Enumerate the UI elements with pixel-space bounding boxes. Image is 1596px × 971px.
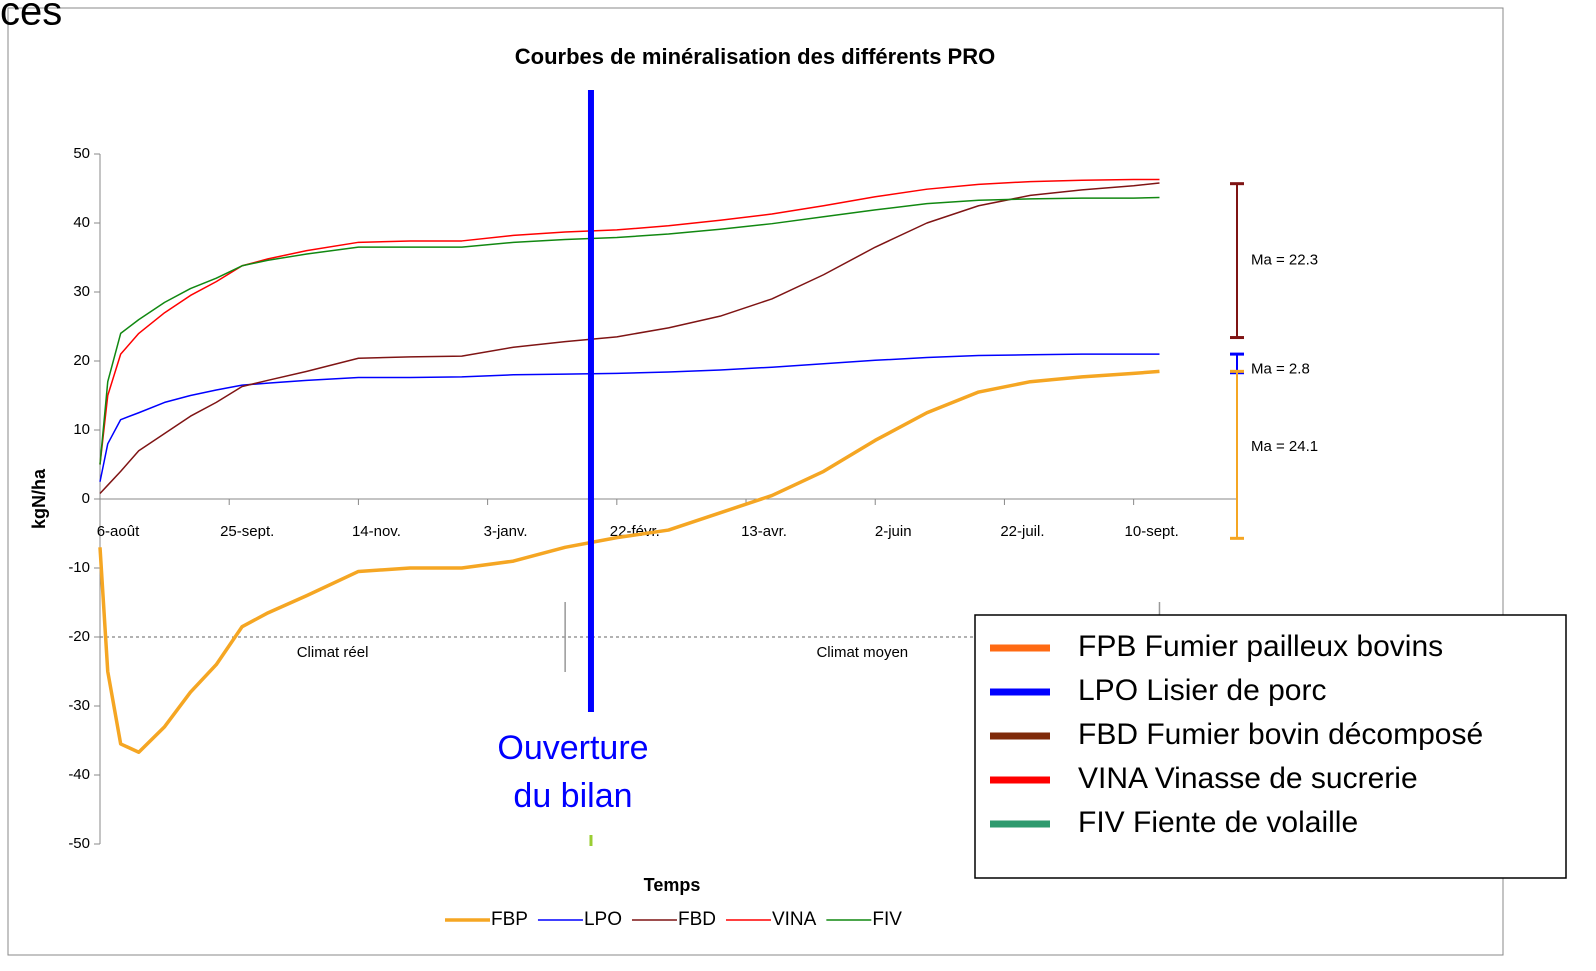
x-tick-label: 13-avr. bbox=[741, 523, 787, 540]
legend-box-label: LPO Lisier de porc bbox=[1078, 674, 1326, 707]
legend-box bbox=[974, 614, 1567, 879]
range-label: Ma = 22.3 bbox=[1251, 252, 1318, 269]
y-tick-label: 20 bbox=[73, 352, 90, 369]
x-tick-label: 22-juil. bbox=[1000, 523, 1044, 540]
legend-label: VINA bbox=[772, 909, 817, 930]
series-line bbox=[98, 369, 1160, 754]
series-line bbox=[99, 178, 1160, 465]
series-line bbox=[99, 182, 1160, 494]
x-tick-label: 10-sept. bbox=[1125, 523, 1179, 540]
x-tick-label: 2-juin bbox=[875, 523, 912, 540]
legend-label: LPO bbox=[584, 909, 622, 930]
region-label: Climat réel bbox=[297, 644, 369, 661]
x-tick-label: 6-août bbox=[97, 523, 140, 540]
y-tick-label: 0 bbox=[82, 490, 90, 507]
y-tick-label: 40 bbox=[73, 214, 90, 231]
legend-box-label: VINA Vinasse de sucrerie bbox=[1078, 762, 1418, 795]
y-tick-label: 30 bbox=[73, 283, 90, 300]
legend-box-label: FPB Fumier pailleux bovins bbox=[1078, 630, 1443, 663]
region-label: Climat moyen bbox=[816, 644, 908, 661]
y-tick-label: 50 bbox=[73, 145, 90, 162]
x-tick-label: 3-janv. bbox=[484, 523, 528, 540]
legend-box-label: FBD Fumier bovin décomposé bbox=[1078, 718, 1483, 751]
legend-label: FIV bbox=[872, 909, 902, 930]
marker-label: du bilan bbox=[513, 777, 632, 815]
x-axis-label: Temps bbox=[644, 875, 701, 895]
chart-title: Courbes de minéralisation des différents… bbox=[515, 44, 995, 69]
x-tick-label: 25-sept. bbox=[220, 523, 274, 540]
legend-label: FBP bbox=[491, 909, 528, 930]
y-axis-label: kgN/ha bbox=[29, 468, 49, 529]
y-tick-label: 10 bbox=[73, 421, 90, 438]
marker-label: Ouverture bbox=[497, 729, 648, 767]
y-tick-label: -20 bbox=[68, 628, 90, 645]
y-tick-label: -10 bbox=[68, 559, 90, 576]
range-label: Ma = 2.8 bbox=[1251, 360, 1310, 377]
slide-title: ces bbox=[0, 0, 62, 34]
series-line bbox=[99, 353, 1160, 482]
x-tick-label: 14-nov. bbox=[352, 523, 401, 540]
legend-box-label: FIV Fiente de volaille bbox=[1078, 806, 1358, 839]
series-line bbox=[99, 196, 1160, 465]
y-tick-label: -40 bbox=[68, 766, 90, 783]
range-label: Ma = 24.1 bbox=[1251, 438, 1318, 455]
legend-label: FBD bbox=[678, 909, 716, 930]
y-tick-label: -50 bbox=[68, 835, 90, 852]
y-tick-label: -30 bbox=[68, 697, 90, 714]
